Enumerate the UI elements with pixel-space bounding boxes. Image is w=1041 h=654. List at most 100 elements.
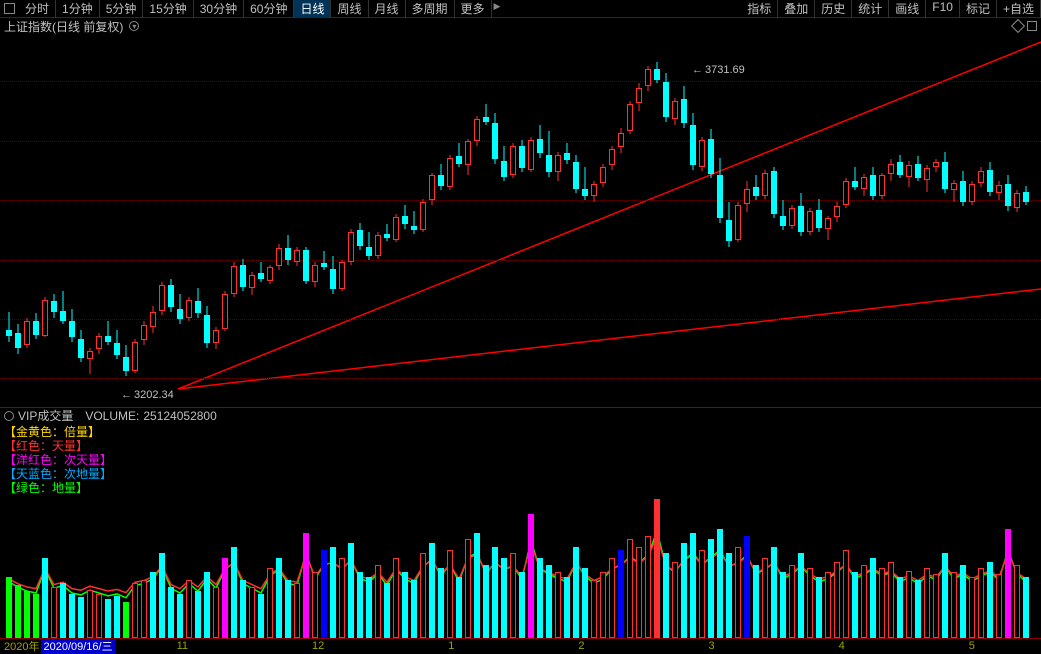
volume-bar <box>60 583 66 638</box>
volume-bar <box>591 580 597 638</box>
volume-bar <box>492 547 498 638</box>
volume-bar <box>672 562 678 638</box>
tool-标记[interactable]: 标记 <box>960 0 997 18</box>
volume-bar <box>942 553 948 638</box>
candle <box>195 33 201 407</box>
price-chart[interactable]: ←3731.69 ←3202.34 <box>0 34 1041 408</box>
tool-统计[interactable]: 统计 <box>852 0 889 18</box>
candle <box>294 33 300 407</box>
volume-bar <box>285 580 291 638</box>
volume-bar <box>24 591 30 638</box>
more-icon[interactable]: ▶ <box>492 0 503 18</box>
volume-value-label: VOLUME: <box>85 409 139 423</box>
volume-bar <box>726 553 732 638</box>
candle <box>645 33 651 407</box>
volume-bar <box>762 558 768 638</box>
volume-bar <box>771 547 777 638</box>
timeframe-5分钟[interactable]: 5分钟 <box>100 0 144 18</box>
tool-F10[interactable]: F10 <box>926 0 960 18</box>
tool-历史[interactable]: 历史 <box>815 0 852 18</box>
candle <box>15 33 21 407</box>
candle <box>456 33 462 407</box>
timeframe-60分钟[interactable]: 60分钟 <box>244 0 294 18</box>
volume-bar <box>447 550 453 638</box>
timeframe-周线[interactable]: 周线 <box>331 0 368 18</box>
volume-bar <box>924 568 930 638</box>
candle <box>816 33 822 407</box>
candle <box>375 33 381 407</box>
timeframe-更多[interactable]: 更多 <box>455 0 492 18</box>
year-label: 2020年 <box>4 638 39 654</box>
volume-bar <box>708 539 714 638</box>
timeframe-多周期[interactable]: 多周期 <box>406 0 455 18</box>
timeframe-月线[interactable]: 月线 <box>369 0 406 18</box>
candle <box>1023 33 1029 407</box>
indicator-toggle-icon[interactable] <box>4 411 14 421</box>
candle <box>636 33 642 407</box>
tool-叠加[interactable]: 叠加 <box>778 0 815 18</box>
candle <box>231 33 237 407</box>
volume-bar <box>636 547 642 638</box>
candle <box>897 33 903 407</box>
timeframe-15分钟[interactable]: 15分钟 <box>143 0 193 18</box>
candle <box>798 33 804 407</box>
volume-bar <box>150 572 156 638</box>
candle <box>690 33 696 407</box>
window-icon-1[interactable] <box>1011 19 1025 33</box>
tool-+自选[interactable]: +自选 <box>997 0 1041 18</box>
window-icon-2[interactable] <box>1027 21 1037 31</box>
volume-bar <box>744 536 750 638</box>
timeframe-分时[interactable]: 分时 <box>19 0 56 18</box>
candle <box>411 33 417 407</box>
candle <box>159 33 165 407</box>
date-tick: 2 <box>578 640 584 652</box>
volume-bar <box>159 553 165 638</box>
candle <box>339 33 345 407</box>
timeframe-30分钟[interactable]: 30分钟 <box>194 0 244 18</box>
volume-chart[interactable] <box>0 493 1041 639</box>
volume-bar <box>231 547 237 638</box>
volume-bar <box>267 568 273 638</box>
volume-bar <box>843 550 849 638</box>
candle <box>654 33 660 407</box>
volume-bar <box>690 533 696 638</box>
volume-bar <box>123 602 129 639</box>
dropdown-icon[interactable]: ▾ <box>129 21 139 31</box>
candle <box>537 33 543 407</box>
volume-bar <box>519 572 525 638</box>
volume-bar <box>69 594 75 638</box>
candle <box>348 33 354 407</box>
timeframe-1分钟[interactable]: 1分钟 <box>56 0 100 18</box>
volume-bar <box>168 587 174 638</box>
candle <box>780 33 786 407</box>
candle <box>915 33 921 407</box>
volume-bar <box>933 574 939 638</box>
volume-bar <box>1023 577 1029 638</box>
tool-指标[interactable]: 指标 <box>741 0 778 18</box>
candle <box>573 33 579 407</box>
candle <box>771 33 777 407</box>
date-tick: 3 <box>709 640 715 652</box>
candle <box>51 33 57 407</box>
candle <box>978 33 984 407</box>
candle <box>735 33 741 407</box>
candle <box>384 33 390 407</box>
candle <box>753 33 759 407</box>
legend-item: 【天蓝色：次地量】 <box>0 465 1041 479</box>
volume-legend: 【金黄色：倍量】【红色：天量】【洋红色：次天量】【天蓝色：次地量】【绿色：地量】 <box>0 423 1041 493</box>
date-tick: 11 <box>177 640 188 652</box>
date-axis: 2020年 2020/09/16/三 111212345 <box>0 639 1041 652</box>
volume-bar <box>969 577 975 638</box>
volume-bar <box>384 583 390 638</box>
candle <box>267 33 273 407</box>
candle <box>744 33 750 407</box>
candle <box>510 33 516 407</box>
candle <box>555 33 561 407</box>
candle <box>366 33 372 407</box>
volume-bar <box>114 596 120 638</box>
volume-bar <box>465 539 471 638</box>
timeframe-日线[interactable]: 日线 <box>294 0 331 18</box>
volume-bar <box>1014 565 1020 638</box>
candle <box>681 33 687 407</box>
tool-画线[interactable]: 画线 <box>889 0 926 18</box>
